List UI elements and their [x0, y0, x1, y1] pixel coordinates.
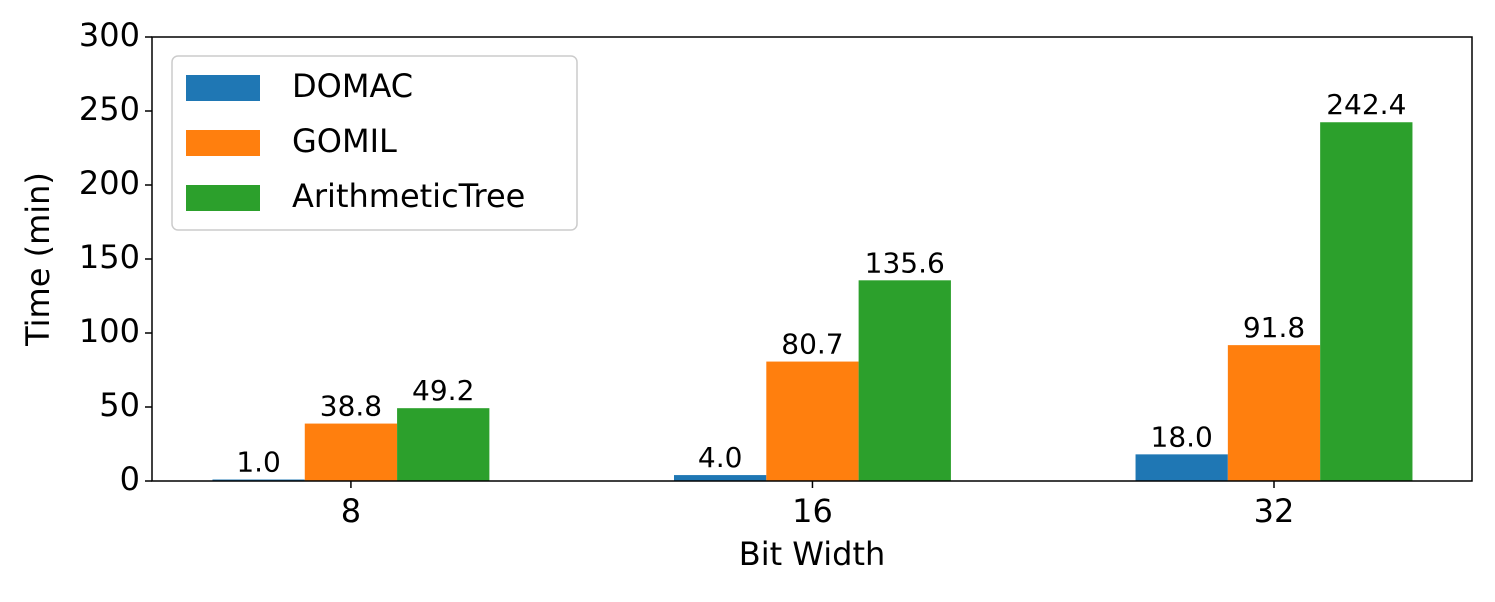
y-tick-label: 250 [79, 90, 140, 128]
bar [1320, 122, 1413, 482]
bar [766, 361, 859, 481]
value-label: 91.8 [1243, 311, 1305, 344]
x-axis-label: Bit Width [739, 535, 886, 573]
value-label: 49.2 [412, 374, 474, 407]
value-label: 38.8 [320, 390, 382, 423]
bar [397, 408, 490, 481]
legend-label: DOMAC [292, 67, 413, 105]
bar [1135, 454, 1228, 481]
legend-label: GOMIL [292, 122, 397, 160]
x-tick-label: 16 [792, 492, 833, 530]
y-tick-label: 300 [79, 16, 140, 54]
legend-label: ArithmeticTree [292, 177, 525, 215]
bar [1227, 345, 1321, 481]
value-label: 18.0 [1151, 420, 1213, 453]
value-label: 242.4 [1326, 88, 1406, 121]
value-label: 4.0 [698, 441, 743, 474]
legend-box [171, 55, 578, 231]
legend-swatch [186, 185, 260, 211]
x-tick-label: 8 [341, 492, 361, 530]
y-tick-label: 100 [79, 312, 140, 350]
value-label: 135.6 [865, 246, 945, 279]
x-tick-label: 32 [1254, 492, 1295, 530]
y-tick-label: 0 [120, 460, 140, 498]
bar [674, 475, 767, 481]
y-tick-label: 50 [99, 386, 140, 424]
value-label: 80.7 [781, 328, 843, 361]
legend-swatch [186, 130, 260, 156]
bar [858, 280, 951, 481]
plot-frame [151, 36, 1473, 482]
legend-swatch [186, 75, 260, 101]
y-axis-label: Time (min) [19, 172, 57, 347]
y-tick-label: 200 [79, 164, 140, 202]
y-tick-label: 150 [79, 238, 140, 276]
value-label: 1.0 [236, 446, 281, 479]
bar [304, 423, 398, 481]
